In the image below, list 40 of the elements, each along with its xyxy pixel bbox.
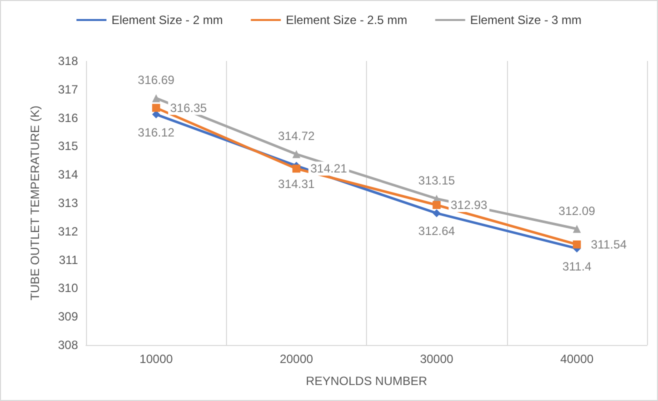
y-tick-label: 311 bbox=[58, 252, 78, 267]
data-label: 312.09 bbox=[558, 204, 596, 218]
x-axis-title: REYNOLDS NUMBER bbox=[306, 374, 428, 388]
point bbox=[572, 224, 581, 233]
data-label: 311.4 bbox=[562, 259, 592, 274]
legend-label: Element Size - 2 mm bbox=[111, 13, 223, 27]
data-label: 312.64 bbox=[418, 224, 456, 238]
y-axis-title: TUBE OUTLET TEMPERATURE (K) bbox=[28, 106, 42, 300]
point bbox=[292, 164, 300, 173]
point bbox=[292, 150, 300, 158]
data-label: 316.69 bbox=[138, 73, 175, 88]
legend-label: Element Size - 2.5 mm bbox=[286, 13, 408, 27]
y-tick-label: 318 bbox=[58, 54, 78, 68]
x-tick-label: 30000 bbox=[420, 352, 454, 366]
x-tick-label: 40000 bbox=[560, 352, 594, 366]
y-tick-label: 309 bbox=[58, 310, 78, 324]
point bbox=[152, 94, 160, 102]
point bbox=[432, 209, 441, 218]
y-tick-label: 316 bbox=[58, 110, 78, 125]
point bbox=[432, 200, 441, 209]
y-tick-label: 317 bbox=[58, 82, 78, 96]
point bbox=[572, 240, 581, 248]
y-tick-label: 308 bbox=[58, 338, 78, 352]
y-tick-label: 313 bbox=[58, 196, 78, 210]
data-label: 316.35 bbox=[170, 100, 208, 115]
data-label: 312.93 bbox=[450, 198, 488, 212]
y-tick-label: 310 bbox=[58, 281, 78, 296]
data-label: 311.54 bbox=[590, 237, 628, 252]
x-tick-label: 20000 bbox=[280, 352, 314, 366]
data-label: 314.21 bbox=[310, 162, 348, 176]
x-tick-label: 10000 bbox=[139, 352, 174, 366]
y-tick-label: 315 bbox=[58, 139, 78, 154]
data-label: 314.72 bbox=[278, 129, 316, 144]
legend-label: Element Size - 3 mm bbox=[470, 13, 582, 27]
point bbox=[152, 104, 160, 112]
y-tick-label: 314 bbox=[58, 168, 78, 182]
y-tick-label: 312 bbox=[58, 224, 78, 238]
data-label: 314.31 bbox=[278, 176, 316, 191]
data-label: 313.15 bbox=[418, 174, 456, 188]
data-label: 316.12 bbox=[138, 125, 175, 140]
